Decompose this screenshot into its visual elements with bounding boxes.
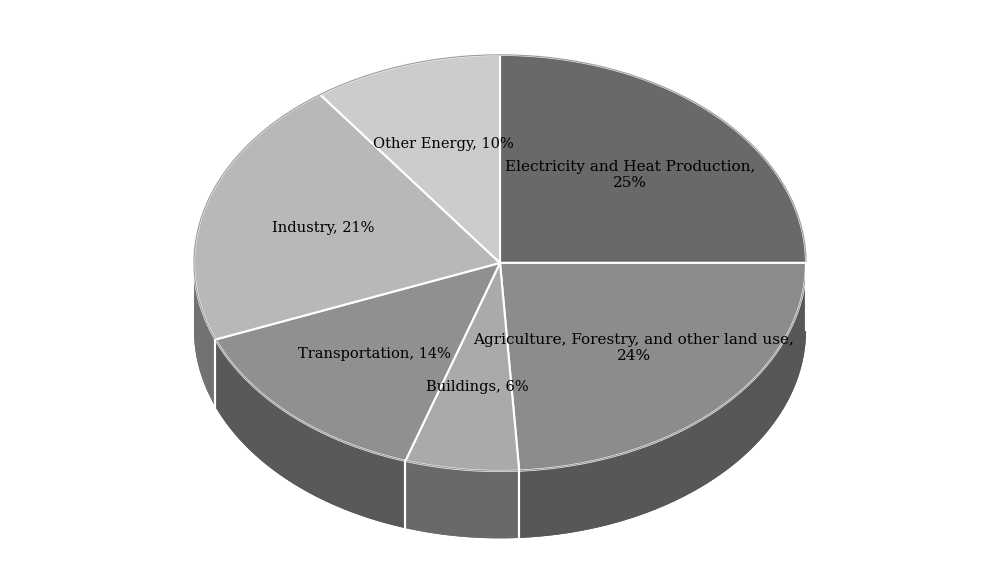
Text: Other Energy, 10%: Other Energy, 10% (373, 137, 514, 151)
Polygon shape (405, 330, 519, 538)
Polygon shape (519, 263, 806, 538)
Polygon shape (405, 263, 519, 471)
Text: Industry, 21%: Industry, 21% (272, 221, 375, 235)
Text: Agriculture, Forestry, and other land use,
24%: Agriculture, Forestry, and other land us… (473, 333, 794, 363)
Polygon shape (194, 330, 500, 407)
Polygon shape (500, 55, 806, 263)
Text: Electricity and Heat Production,
25%: Electricity and Heat Production, 25% (505, 160, 755, 190)
Polygon shape (500, 330, 806, 538)
Polygon shape (194, 264, 215, 407)
Polygon shape (215, 330, 500, 528)
Polygon shape (320, 55, 500, 263)
Text: Buildings, 6%: Buildings, 6% (426, 380, 528, 394)
Polygon shape (194, 95, 500, 339)
Polygon shape (215, 339, 405, 528)
Polygon shape (500, 263, 806, 471)
Polygon shape (405, 461, 519, 538)
Text: Transportation, 14%: Transportation, 14% (298, 347, 451, 361)
Polygon shape (215, 263, 500, 461)
